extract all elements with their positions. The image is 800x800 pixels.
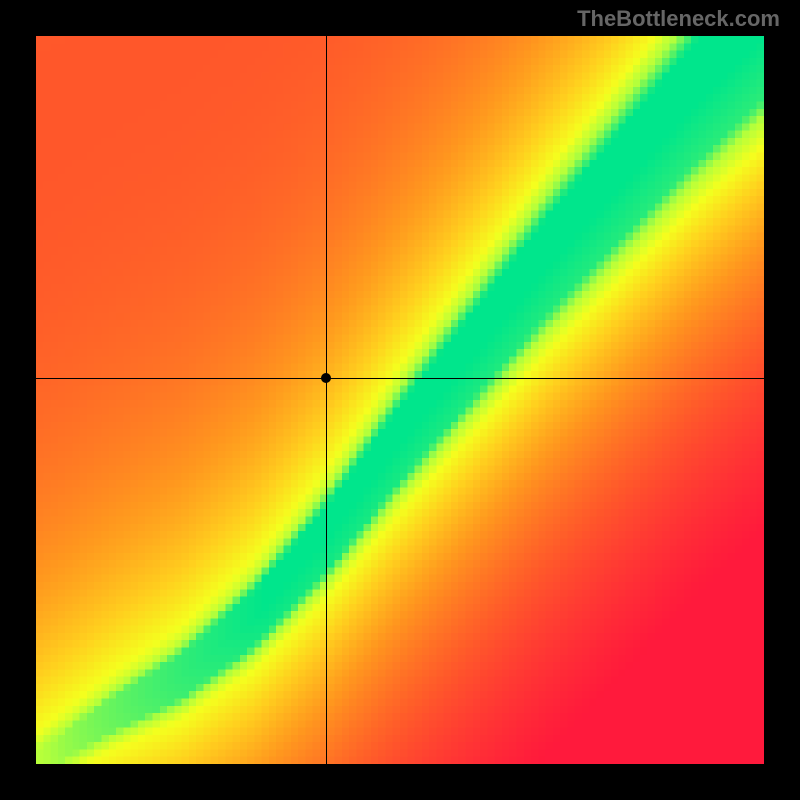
crosshair-horizontal: [36, 378, 764, 379]
crosshair-marker: [321, 373, 331, 383]
crosshair-vertical: [326, 36, 327, 764]
plot-area: [36, 36, 764, 764]
watermark-text: TheBottleneck.com: [577, 6, 780, 32]
heatmap-canvas: [36, 36, 764, 764]
chart-container: TheBottleneck.com: [0, 0, 800, 800]
